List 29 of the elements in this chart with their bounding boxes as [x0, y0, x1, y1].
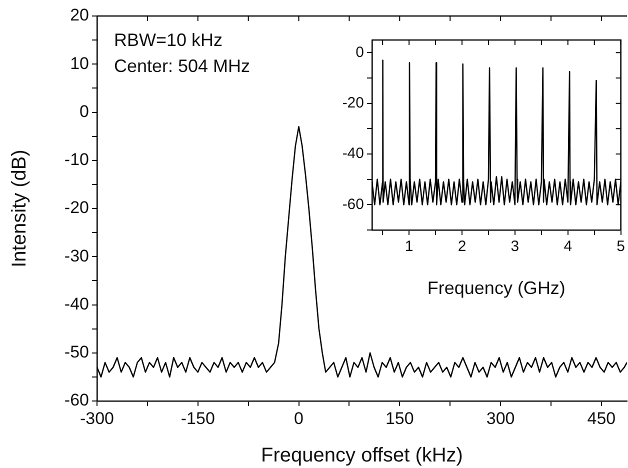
y-tick-label: -40: [64, 294, 89, 314]
y-tick-label: 10: [70, 54, 89, 73]
y-tick-label: -10: [64, 150, 89, 170]
x-axis-title: Frequency (GHz): [427, 278, 566, 298]
x-tick-label: -150: [180, 408, 215, 428]
y-tick-label: -20: [64, 198, 89, 218]
y-tick-label: -20: [342, 94, 364, 112]
x-tick-label: 0: [294, 408, 304, 428]
x-axis-title: Frequency offset (kHz): [261, 444, 463, 467]
x-tick-label: -300: [80, 408, 114, 428]
y-tick-label: -30: [64, 246, 89, 266]
annotation: Center: 504 MHz: [114, 56, 250, 76]
y-tick-label: -40: [342, 145, 364, 162]
x-tick-label: 2: [458, 238, 466, 256]
x-tick-label: 4: [564, 238, 572, 256]
x-tick-label: 5: [616, 238, 625, 256]
y-tick-label: -60: [342, 196, 364, 213]
y-axis-title: Intensity (dB): [8, 150, 31, 268]
y-tick-label: 20: [70, 6, 89, 25]
x-tick-label: 1: [404, 238, 414, 256]
y-tick-label: 0: [80, 102, 89, 121]
annotation: RBW=10 kHz: [114, 30, 223, 50]
y-tick-label: 0: [356, 44, 364, 61]
x-tick-label: 300: [486, 408, 515, 428]
x-tick-label: 150: [385, 408, 414, 428]
x-tick-label: 3: [510, 238, 520, 256]
y-tick-label: -60: [64, 390, 89, 410]
x-tick-label: 450: [587, 408, 616, 428]
y-tick-label: -50: [64, 342, 89, 362]
